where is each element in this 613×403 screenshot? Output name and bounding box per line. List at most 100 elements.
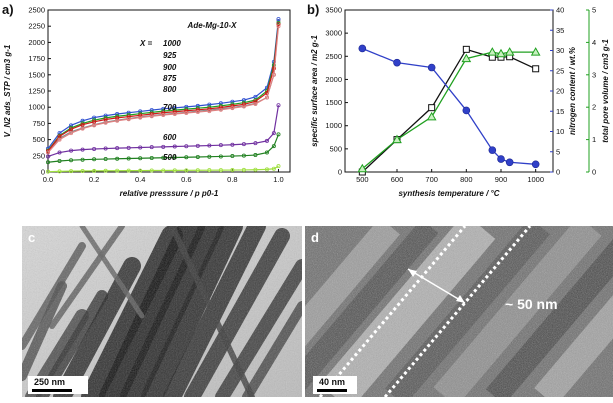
data-point-500 — [126, 168, 131, 173]
y-tick-label-a: 1500 — [28, 70, 45, 79]
data-point-600 — [276, 132, 281, 137]
y-tick-label-a: 250 — [32, 151, 45, 160]
data-point-500 — [80, 169, 85, 174]
data-point-700 — [57, 150, 62, 155]
data-point-800 — [264, 95, 269, 100]
data-point-700 — [253, 141, 258, 146]
y-left-tick-label-b: 0 — [338, 168, 342, 177]
data-point-800 — [276, 24, 281, 29]
data-point-700 — [149, 145, 154, 150]
data-point-500 — [230, 168, 235, 173]
x-tick-label-b: 500 — [356, 175, 369, 184]
data-point-600 — [271, 144, 276, 149]
data-point-600 — [172, 155, 177, 160]
y-right2-tick-label-b: 3 — [592, 70, 596, 79]
y-left-tick-label-b: 3500 — [325, 6, 342, 15]
data-point-800 — [271, 72, 276, 77]
y-right2-tick-label-b: 1 — [592, 135, 596, 144]
y-right2-tick-label-b: 5 — [592, 6, 596, 15]
panel-c-label: c — [28, 230, 36, 245]
series-line-500 — [47, 165, 279, 173]
data-point-600 — [264, 150, 269, 155]
y-right1-tick-label-b: 40 — [556, 6, 564, 15]
x-tick-label-b: 800 — [460, 175, 473, 184]
y-right1-tick-label-b: 10 — [556, 127, 564, 136]
data-point-700 — [276, 103, 281, 108]
data-point-700 — [126, 145, 131, 150]
data-point-surface-area — [532, 65, 540, 73]
panel-b-temperature-chart: b) 0 500 1000 1500 2000 2500 3000 3500 0 5 10 15 20 25… — [305, 0, 613, 200]
data-point-800 — [126, 117, 131, 122]
data-point-800 — [57, 137, 62, 142]
y-right2-label-b: total pore volume / cm3 g-1 — [601, 39, 610, 143]
series-line-700 — [47, 105, 280, 158]
series-line-875 — [47, 24, 280, 152]
x-tick-label-a: 0.8 — [227, 175, 237, 184]
data-point-500 — [57, 169, 62, 174]
y-right1-tick-label-b: 15 — [556, 107, 564, 116]
scalebar-label-c: 250 nm — [34, 377, 66, 387]
data-point-700 — [207, 143, 212, 148]
data-point-500 — [172, 168, 177, 173]
x-axis-label-a: relative presssure / p p0-1 — [120, 189, 219, 198]
data-point-pore-volume — [496, 48, 506, 58]
data-point-500 — [138, 168, 143, 173]
data-point-800 — [195, 110, 200, 115]
data-point-nitrogen — [531, 160, 540, 169]
data-point-500 — [276, 164, 281, 169]
data-point-925 — [184, 104, 189, 109]
data-point-700 — [80, 147, 85, 152]
data-point-875 — [161, 110, 166, 115]
data-point-700 — [241, 142, 246, 147]
data-point-500 — [195, 168, 200, 173]
chart-title-a: Ade-Mg-10-X — [187, 21, 238, 30]
data-point-nitrogen — [497, 155, 505, 163]
data-point-875 — [184, 108, 189, 113]
data-point-875 — [230, 103, 235, 108]
x-tick-label-b: 900 — [495, 175, 508, 184]
data-point-925 — [149, 108, 154, 113]
data-point-600 — [92, 157, 97, 162]
data-point-700 — [161, 144, 166, 149]
data-point-nitrogen — [358, 44, 367, 53]
data-point-800 — [46, 150, 51, 155]
data-point-600 — [57, 158, 62, 163]
series-line-925 — [47, 19, 280, 150]
data-point-pore-volume — [487, 47, 498, 56]
data-point-600 — [115, 156, 120, 161]
data-point-500 — [218, 168, 223, 173]
y-tick-label-a: 1250 — [28, 87, 45, 96]
data-point-800 — [138, 115, 143, 120]
panel-b-letter: b) — [307, 2, 319, 17]
panel-d-label: d — [311, 230, 319, 245]
legend-entry-925: 925 — [163, 51, 177, 60]
data-point-925 — [69, 123, 74, 128]
legend-title-a: X = — [139, 39, 153, 48]
data-point-700 — [92, 146, 97, 151]
data-point-600 — [184, 155, 189, 160]
scalebar-c — [32, 389, 72, 392]
x-tick-label-b: 600 — [391, 175, 404, 184]
data-point-500 — [271, 166, 276, 171]
series-line-1000 — [47, 20, 280, 152]
legend-entry-900: 900 — [163, 63, 177, 72]
data-point-600 — [46, 160, 51, 165]
data-point-925 — [138, 109, 143, 114]
data-point-700 — [103, 146, 108, 151]
data-point-600 — [69, 158, 74, 163]
data-point-800 — [161, 112, 166, 117]
y-right2-tick-label-b: 4 — [592, 38, 596, 47]
data-point-nitrogen — [505, 158, 514, 167]
data-point-pore-volume — [357, 163, 368, 173]
scalebar-label-d: 40 nm — [319, 377, 346, 387]
data-point-700 — [172, 144, 177, 149]
x-tick-label-b: 700 — [425, 175, 438, 184]
data-point-875 — [69, 127, 74, 132]
data-point-700 — [184, 144, 189, 149]
y-left-tick-label-b: 2000 — [325, 75, 342, 84]
x-tick-label-a: 1.0 — [273, 175, 283, 184]
y-tick-label-a: 2250 — [28, 22, 45, 31]
data-point-800 — [92, 123, 97, 128]
data-point-800 — [230, 106, 235, 111]
data-point-875 — [195, 107, 200, 112]
